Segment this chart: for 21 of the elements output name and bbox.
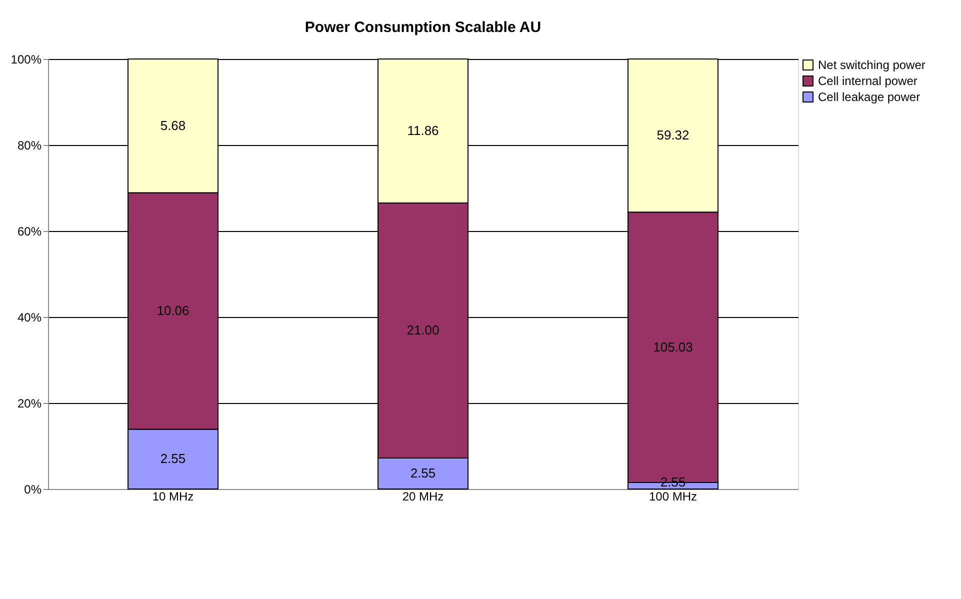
x-tick-label: 100 MHz (648, 490, 698, 504)
annotation: 10.06 (156, 302, 190, 318)
y-tick-label: 100% (10, 52, 42, 66)
y-tick-label: 80% (17, 138, 42, 152)
annotation: 2.55 (410, 466, 436, 481)
x-tick-label: 10 MHz (152, 490, 194, 504)
legend-label: Net switching power (818, 58, 926, 72)
y-tick-label: 0% (24, 482, 42, 496)
legend-label: Cell leakage power (818, 90, 920, 104)
annotation: 21.00 (406, 322, 440, 338)
annotation: 2.55 (160, 451, 186, 466)
chart-title: Power Consumption Scalable AU (304, 19, 542, 36)
x-tick-label: 20 MHz (402, 490, 444, 504)
y-tick-label: 60% (17, 224, 42, 238)
annotation: 59.32 (656, 128, 690, 143)
annotation: 105.03 (653, 339, 693, 354)
annotation: 5.68 (160, 118, 186, 133)
y-tick-label: 40% (17, 310, 42, 324)
legend-label: Cell internal power (818, 74, 918, 88)
y-tick-label: 20% (17, 396, 42, 410)
annotation: 11.86 (407, 123, 439, 138)
